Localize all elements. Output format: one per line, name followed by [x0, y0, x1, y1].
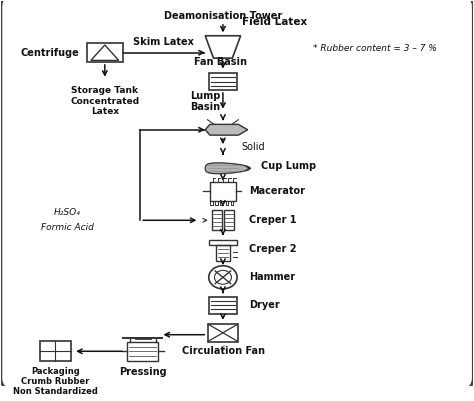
- Text: Storage Tank
Concentrated
Latex: Storage Tank Concentrated Latex: [70, 86, 139, 116]
- Text: Hammer: Hammer: [249, 272, 295, 282]
- Text: Skim Latex: Skim Latex: [133, 37, 194, 47]
- Bar: [211, 210, 222, 230]
- Text: Solid: Solid: [241, 142, 264, 152]
- Polygon shape: [205, 124, 248, 135]
- Bar: [224, 210, 234, 230]
- Text: Lump
Basin: Lump Basin: [190, 91, 220, 112]
- Text: Macerator: Macerator: [249, 186, 305, 196]
- Text: Creper 1: Creper 1: [249, 215, 296, 225]
- Bar: [209, 240, 237, 245]
- Polygon shape: [205, 163, 250, 174]
- Text: Dryer: Dryer: [249, 300, 280, 310]
- Text: Packaging
Crumb Rubber
Non Standardized: Packaging Crumb Rubber Non Standardized: [13, 367, 98, 397]
- Bar: [208, 324, 238, 342]
- Bar: [209, 73, 237, 90]
- Bar: [216, 245, 229, 261]
- Text: Pressing: Pressing: [119, 367, 166, 377]
- Text: Cup Lump: Cup Lump: [261, 161, 316, 171]
- FancyBboxPatch shape: [1, 0, 474, 390]
- Text: H₂SO₄: H₂SO₄: [54, 208, 81, 217]
- Bar: [210, 182, 236, 201]
- Text: J: J: [222, 345, 224, 351]
- Text: Deamonisation Tower: Deamonisation Tower: [164, 11, 282, 21]
- Text: * Rubber content = 3 – 7 %: * Rubber content = 3 – 7 %: [313, 45, 437, 53]
- Text: Field Latex: Field Latex: [242, 17, 307, 27]
- Text: Circulation Fan: Circulation Fan: [182, 346, 265, 356]
- Bar: [209, 297, 237, 314]
- Text: Centrifuge: Centrifuge: [20, 48, 79, 58]
- Bar: [127, 342, 158, 360]
- Text: Creper 2: Creper 2: [249, 244, 296, 254]
- Bar: [40, 341, 71, 361]
- Text: Fan Basin: Fan Basin: [194, 57, 247, 67]
- Bar: [87, 43, 123, 62]
- Text: Formic Acid: Formic Acid: [41, 223, 93, 232]
